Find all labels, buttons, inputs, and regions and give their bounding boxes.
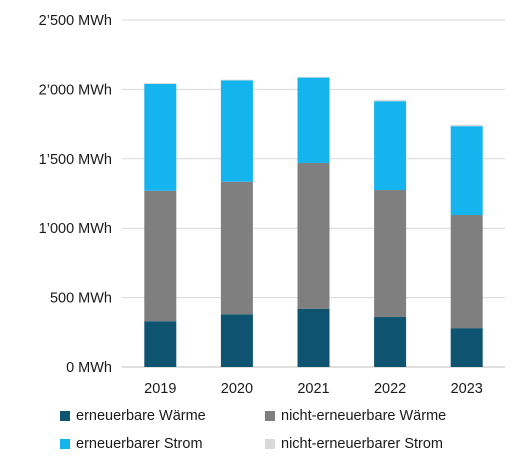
x-tick-label: 2019 bbox=[144, 381, 176, 397]
x-axis-ticks: 2019 2020 2021 2022 2023 bbox=[144, 381, 483, 397]
legend-swatch bbox=[265, 411, 275, 421]
y-tick-label: 0 MWh bbox=[66, 360, 112, 376]
legend-item-nicht-erneuerbare-waerme: nicht-erneuerbare Wärme bbox=[265, 408, 480, 424]
bar-segment bbox=[297, 76, 330, 78]
legend-swatch bbox=[60, 439, 70, 449]
bar-segment bbox=[297, 308, 330, 367]
bar-segment bbox=[144, 321, 177, 367]
stacked-bar-chart: 0 MWh 500 MWh 1’000 MWh 1’500 MWh 2’000 MWh 2… bbox=[39, 13, 505, 397]
bar-segment bbox=[144, 190, 177, 322]
x-tick-label: 2023 bbox=[451, 381, 483, 397]
legend-label: nicht-erneuerbarer Strom bbox=[281, 436, 443, 452]
bar-segment bbox=[297, 162, 330, 309]
legend-swatch bbox=[60, 411, 70, 421]
x-tick-label: 2021 bbox=[297, 381, 329, 397]
bar-segment bbox=[450, 124, 483, 127]
legend-item-nicht-erneuerbarer-strom: nicht-erneuerbarer Strom bbox=[265, 436, 480, 452]
bar-segment bbox=[374, 99, 407, 102]
bar-segment bbox=[450, 215, 483, 329]
legend-swatch bbox=[265, 439, 275, 449]
bar-segment bbox=[220, 314, 253, 367]
legend-label: erneuerbarer Strom bbox=[76, 436, 203, 452]
y-axis-ticks: 0 MWh 500 MWh 1’000 MWh 1’500 MWh 2’000 MWh 2… bbox=[39, 13, 112, 376]
bar-segment bbox=[374, 317, 407, 367]
bar-segment bbox=[374, 190, 407, 318]
bar-segment bbox=[374, 101, 407, 191]
y-tick-label: 1’000 MWh bbox=[39, 221, 112, 237]
y-tick-label: 1’500 MWh bbox=[39, 152, 112, 168]
y-tick-label: 500 MWh bbox=[50, 291, 112, 307]
bar-segment bbox=[450, 126, 483, 216]
bar-segment bbox=[220, 181, 253, 315]
bar-segment bbox=[144, 83, 177, 84]
bar-segment bbox=[220, 80, 253, 182]
x-tick-label: 2020 bbox=[221, 381, 253, 397]
x-tick-label: 2022 bbox=[374, 381, 406, 397]
y-tick-label: 2’000 MWh bbox=[39, 82, 112, 98]
y-tick-label: 2’500 MWh bbox=[39, 13, 112, 29]
bar-segment bbox=[297, 77, 330, 163]
bar-segment bbox=[450, 328, 483, 367]
legend-item-erneuerbare-waerme: erneuerbare Wärme bbox=[60, 408, 265, 424]
legend: erneuerbare Wärme nicht-erneuerbare Wärm… bbox=[60, 408, 480, 452]
bar-segment bbox=[220, 79, 253, 81]
bar-segment bbox=[144, 83, 177, 191]
legend-label: erneuerbare Wärme bbox=[76, 408, 206, 424]
legend-label: nicht-erneuerbare Wärme bbox=[281, 408, 447, 424]
legend-item-erneuerbarer-strom: erneuerbarer Strom bbox=[60, 436, 265, 452]
bars bbox=[144, 76, 483, 367]
